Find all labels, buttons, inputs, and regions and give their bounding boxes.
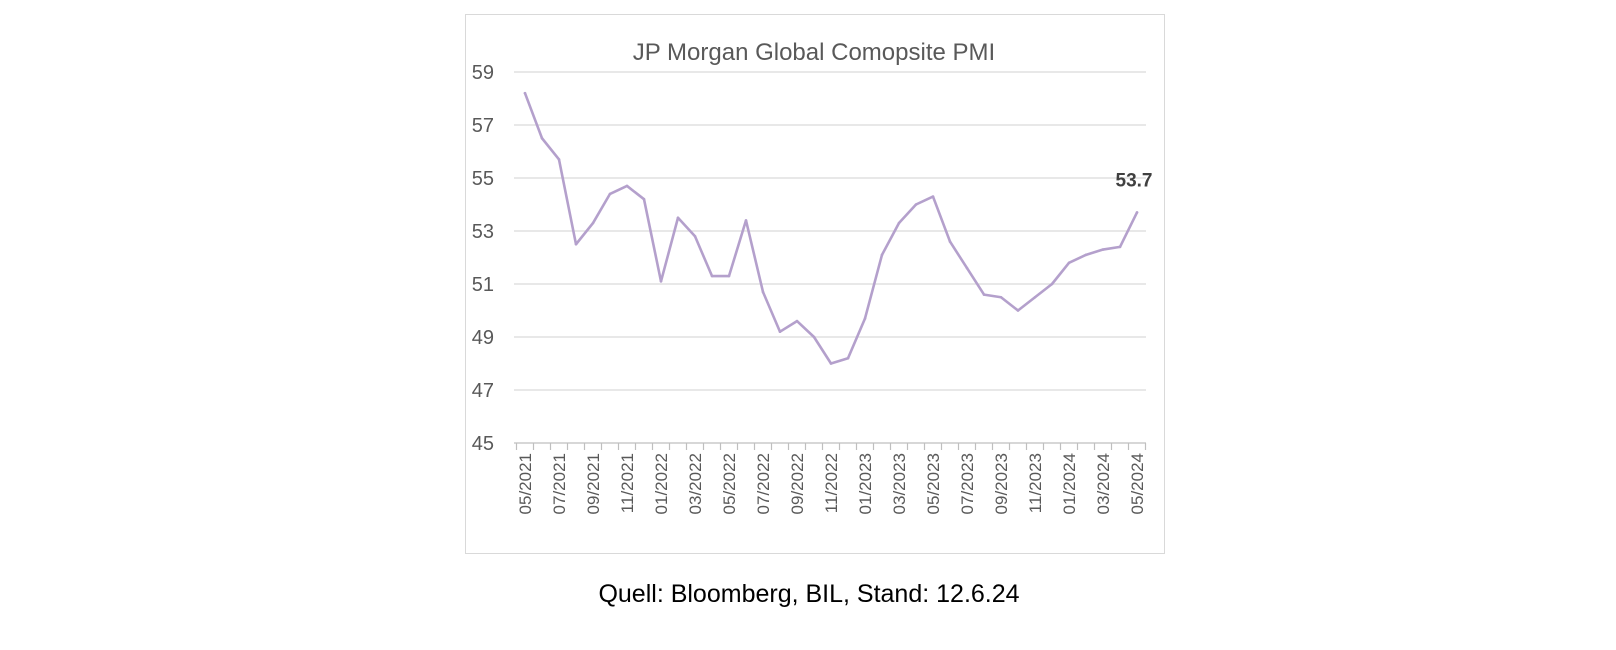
y-tick-label: 55 (472, 168, 494, 190)
y-tick-label: 51 (472, 274, 494, 296)
x-tick-label: 09/2022 (788, 453, 807, 514)
data-point (591, 221, 595, 225)
data-point (557, 158, 561, 161)
data-point (1101, 248, 1105, 251)
x-tick-label: 11/2021 (618, 453, 637, 513)
data-point (1118, 245, 1122, 249)
data-point (1033, 295, 1037, 299)
y-tick-label: 59 (472, 62, 494, 84)
x-tick-label: 05/2024 (1128, 453, 1147, 514)
data-point (523, 91, 527, 95)
data-point (540, 136, 544, 140)
data-point (948, 240, 952, 243)
data-point (761, 290, 765, 294)
data-point (1067, 261, 1071, 265)
data-point (897, 221, 901, 225)
data-point (608, 192, 612, 196)
data-point (863, 317, 867, 320)
y-tick-label: 47 (472, 380, 494, 402)
data-point (676, 216, 680, 220)
data-point (829, 362, 833, 365)
data-point (812, 335, 816, 339)
series-layer (523, 91, 1139, 365)
x-tick-label: 07/2023 (958, 453, 977, 514)
y-tick-label: 45 (472, 433, 494, 455)
x-tick-label: 03/2023 (890, 453, 909, 514)
data-point (965, 266, 969, 270)
x-tick-label: 05/2023 (924, 453, 943, 514)
data-point (744, 219, 748, 222)
x-tick-label: 03/2024 (1094, 453, 1113, 514)
data-point (982, 293, 986, 296)
x-tick-label: 01/2024 (1060, 453, 1079, 514)
data-point (1084, 253, 1088, 257)
data-point (659, 280, 663, 283)
data-point (778, 330, 782, 334)
x-tick-label: 07/2021 (550, 453, 569, 514)
x-tick-label: 09/2021 (584, 453, 603, 514)
x-tick-label: 03/2022 (686, 453, 705, 514)
data-point (727, 274, 731, 278)
data-point (931, 195, 935, 198)
data-label-last-value: 53.7 (1116, 170, 1153, 191)
x-axis-labels: 05/2021 07/2021 09/2021 11/2021 01/2022 03/20… (516, 453, 1147, 514)
y-tick-label: 57 (472, 115, 494, 137)
data-point (642, 197, 646, 201)
data-point (999, 295, 1003, 299)
data-point (846, 356, 850, 360)
chart-title: JP Morgan Global Comopsite PMI (633, 39, 995, 66)
x-tick-label: 11/2022 (822, 453, 841, 513)
data-point (914, 203, 918, 206)
data-point (625, 184, 629, 188)
source-note: Quell: Bloomberg, BIL, Stand: 12.6.24 (598, 580, 1020, 608)
data-point (693, 235, 697, 238)
data-point (1050, 282, 1054, 286)
x-tick-label: 07/2022 (754, 453, 773, 514)
x-tick-label: 09/2023 (992, 453, 1011, 514)
data-point (880, 253, 884, 257)
y-tick-label: 49 (472, 327, 494, 349)
gridlines (514, 71, 1146, 391)
y-tick-label: 53 (472, 221, 494, 243)
data-point (1016, 309, 1020, 312)
x-tick-label: 11/2023 (1026, 453, 1045, 513)
x-axis (514, 442, 1147, 450)
data-point (1135, 211, 1139, 214)
x-tick-label: 01/2022 (652, 453, 671, 514)
data-point (710, 274, 714, 278)
data-point (574, 242, 578, 246)
series-line (523, 91, 1139, 365)
x-tick-label: 05/2022 (720, 453, 739, 514)
y-axis-labels: 59 57 55 53 51 49 47 45 (472, 62, 494, 455)
data-point (795, 319, 799, 323)
x-tick-label: 01/2023 (856, 453, 875, 514)
x-tick-label: 05/2021 (516, 453, 535, 514)
